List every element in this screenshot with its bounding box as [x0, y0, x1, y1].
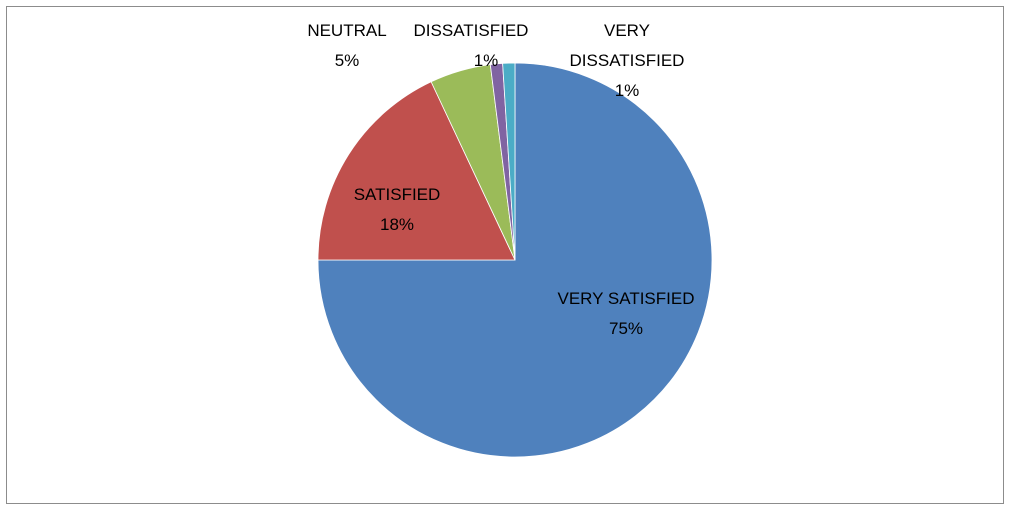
slice-very-satisfied: [317, 62, 713, 458]
pie-slices: [317, 62, 713, 458]
data-label-dissatisfied-percent: 1%: [474, 51, 499, 70]
slice-satisfied: [317, 81, 516, 261]
data-label-satisfied-name: SATISFIED: [354, 185, 441, 204]
data-labels: VERY SATISFIED 75% SATISFIED 18% NEUTRAL…: [307, 21, 694, 338]
data-label-very-dissatisfied-line2: DISSATISFIED: [570, 51, 685, 70]
data-label-dissatisfied-name: DISSATISFIED: [414, 21, 529, 40]
data-label-neutral-name: NEUTRAL: [307, 21, 386, 40]
data-label-very-dissatisfied-line1: VERY: [604, 21, 650, 40]
slice-very-dissatisfied: [502, 62, 516, 261]
data-label-very-satisfied-name: VERY SATISFIED: [558, 289, 695, 308]
data-label-very-satisfied-percent: 75%: [609, 319, 643, 338]
data-label-very-dissatisfied-percent: 1%: [615, 81, 640, 100]
data-label-neutral-percent: 5%: [335, 51, 360, 70]
data-label-satisfied-percent: 18%: [380, 215, 414, 234]
